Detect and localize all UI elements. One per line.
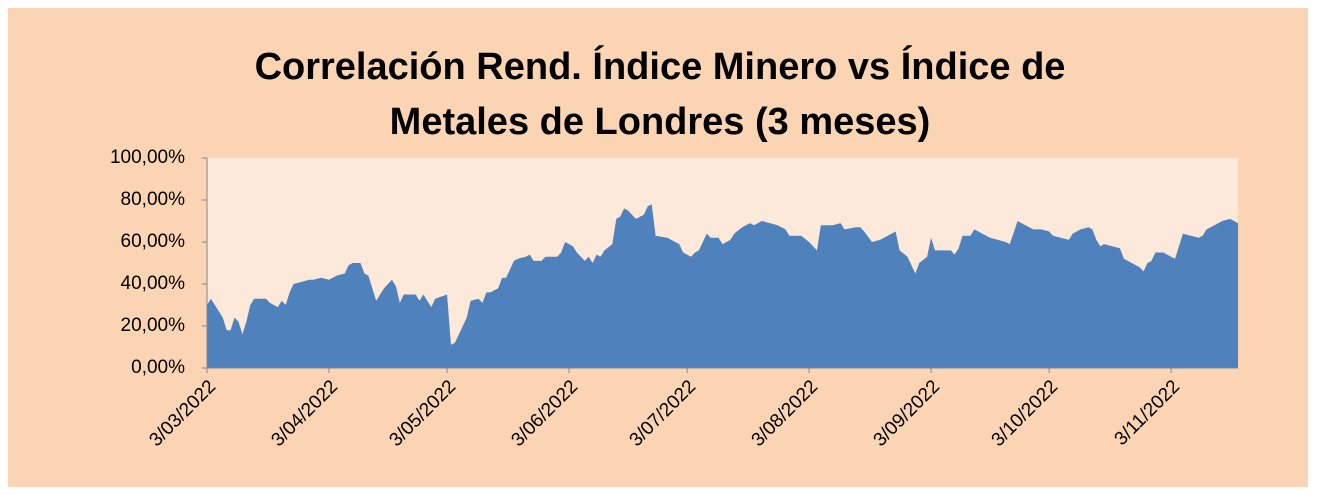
- y-tick-label: 100,00%: [110, 147, 185, 168]
- x-tick-label: 3/05/2022: [386, 376, 461, 451]
- x-tick-label: 3/09/2022: [870, 376, 945, 451]
- area: [207, 204, 1238, 368]
- x-tick-label: 3/06/2022: [507, 376, 582, 451]
- y-tick-label: 20,00%: [121, 315, 186, 336]
- chart-title: Correlación Rend. Índice Minero vs Índic…: [254, 46, 1066, 143]
- y-tick-label: 80,00%: [121, 189, 186, 210]
- y-tick-label: 0,00%: [131, 357, 185, 378]
- x-tick-label: 3/11/2022: [1111, 376, 1185, 450]
- x-tick-label: 3/08/2022: [748, 376, 823, 451]
- x-tick-label: 3/04/2022: [267, 376, 342, 451]
- x-tick-label: 3/03/2022: [145, 376, 220, 451]
- x-tick-label: 3/10/2022: [988, 376, 1063, 451]
- y-tick-label: 60,00%: [121, 231, 186, 252]
- y-tick-label: 40,00%: [121, 273, 186, 294]
- x-tick-label: 3/07/2022: [626, 376, 701, 451]
